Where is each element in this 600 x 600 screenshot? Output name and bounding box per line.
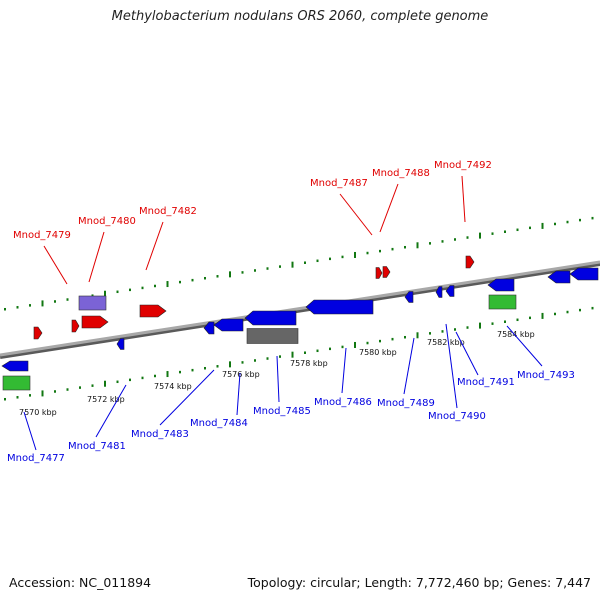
gene-label-forward: Mnod_7480 [78,216,136,227]
gene-arrow [487,278,515,292]
leader-line [455,331,479,376]
leader-line [506,325,543,367]
leader-line [339,193,373,236]
gene-arrow [213,318,244,332]
gene-arrow [139,304,167,318]
gene-label-forward: Mnod_7479 [13,230,71,241]
leader-line [43,245,68,285]
leader-line [403,337,415,395]
gene-label-reverse: Mnod_7481 [68,441,126,452]
gene-label-forward: Mnod_7487 [310,178,368,189]
scale-label: 7570 kbp [19,408,57,417]
leader-line [445,323,458,409]
gene-label-reverse: Mnod_7486 [314,397,372,408]
gene-arrow [1,360,29,372]
feature-block [2,375,31,391]
gene-arrow [547,270,571,284]
scale-label: 7584 kbp [497,330,535,339]
feature-block [246,328,299,344]
gene-arrow [382,266,391,278]
gene-arrow [465,255,475,269]
accession-label: Accession: NC_011894 [9,575,152,590]
leader-line [341,347,347,394]
gene-arrow [404,291,414,303]
gene-arrow [569,267,599,281]
leader-line [276,355,280,403]
gene-label-reverse: Mnod_7485 [253,406,311,417]
leader-line [236,372,241,416]
leader-line [145,221,164,271]
gene-label-reverse: Mnod_7477 [7,453,65,464]
gene-label-forward: Mnod_7492 [434,160,492,171]
gene-label-reverse: Mnod_7484 [190,418,248,429]
backbone [0,260,600,357]
scale-label: 7576 kbp [222,370,260,379]
gene-label-reverse: Mnod_7493 [517,370,575,381]
gene-label-reverse: Mnod_7490 [428,411,486,422]
leader-line [159,369,215,426]
scale-label: 7574 kbp [154,382,192,391]
scale-label: 7580 kbp [359,348,397,357]
gene-arrow [71,319,80,333]
gene-arrow [33,326,43,340]
scale-label: 7572 kbp [87,395,125,404]
gene-arrow [435,286,443,298]
gene-label-reverse: Mnod_7489 [377,398,435,409]
gene-arrow [203,321,215,335]
gene-arrow [81,315,109,329]
scale-label: 7582 kbp [427,338,465,347]
leader-line [95,384,127,438]
leader-line [461,175,466,223]
leader-line [88,231,105,283]
feature-block [78,295,107,311]
map-title: Methylobacterium nodulans ORS 2060, comp… [111,9,489,24]
gene-label-forward: Mnod_7488 [372,168,430,179]
gene-label-reverse: Mnod_7491 [457,377,515,388]
gene-arrow [305,299,374,315]
topology-summary: Topology: circular; Length: 7,772,460 bp… [247,575,591,590]
gene-arrow [116,338,125,350]
feature-block [488,294,517,310]
gene-arrow [375,267,383,279]
scale-label: 7578 kbp [290,359,328,368]
leader-line [23,411,37,451]
gene-arrow [445,285,455,297]
gene-arrow [244,310,297,326]
gene-label-reverse: Mnod_7483 [131,429,189,440]
gene-label-forward: Mnod_7482 [139,206,197,217]
leader-line [379,183,399,233]
